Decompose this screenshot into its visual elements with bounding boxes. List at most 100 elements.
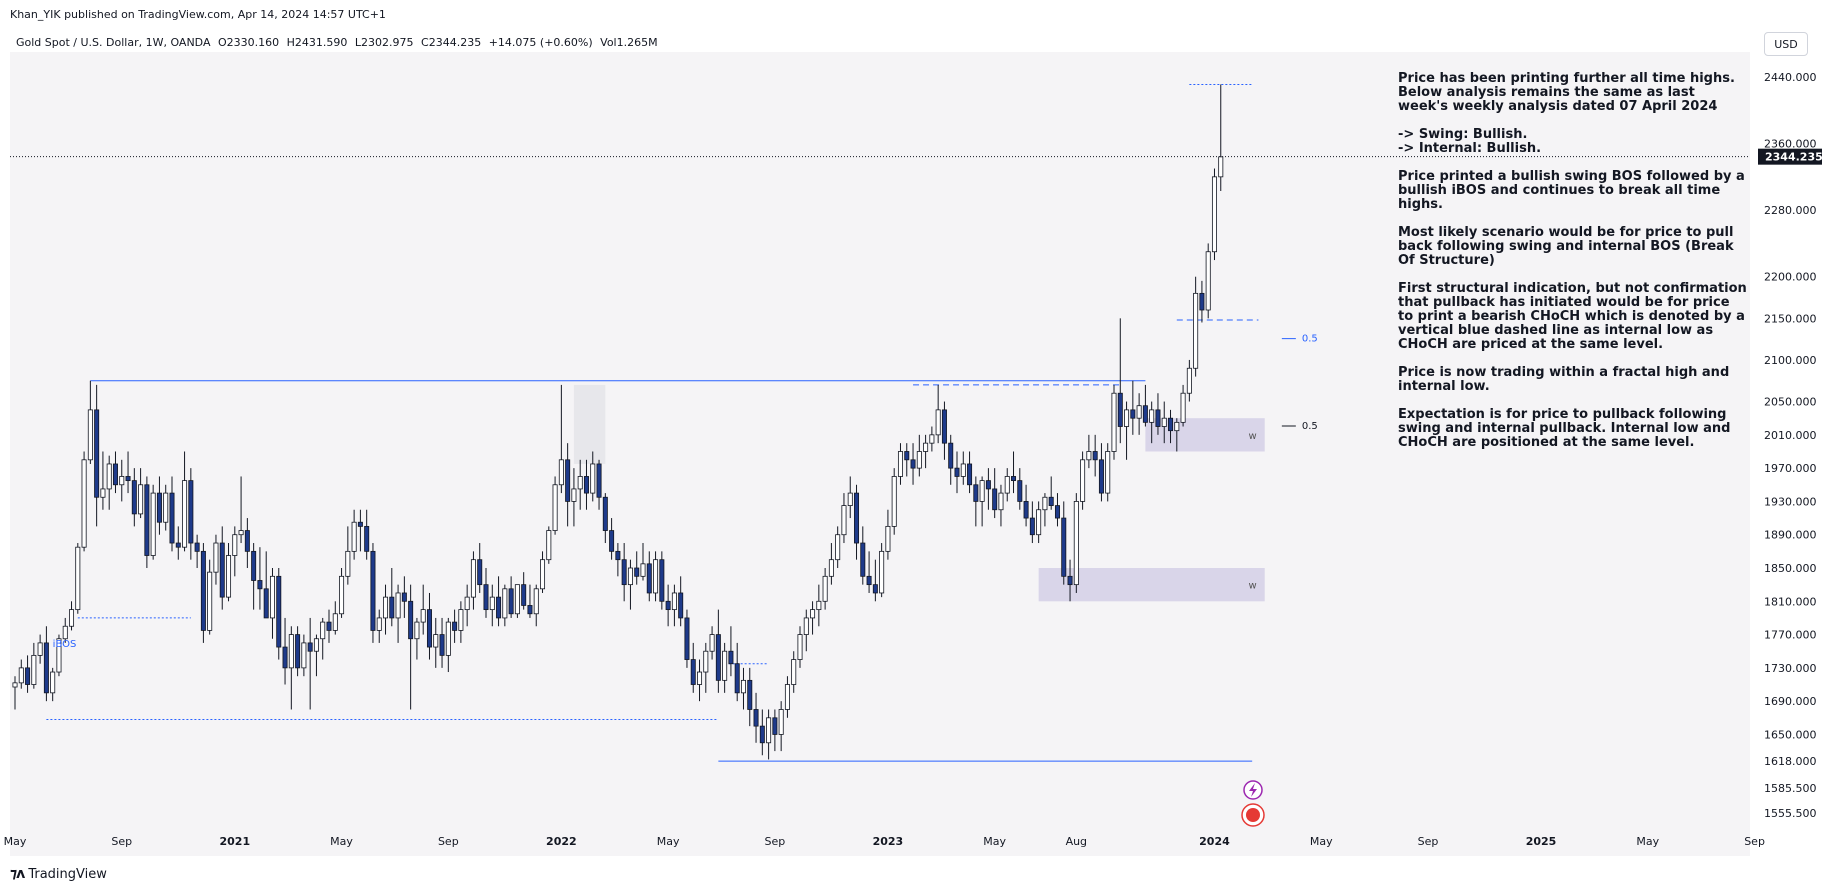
candle-body[interactable]: [458, 609, 464, 631]
candle-body[interactable]: [910, 459, 916, 469]
candle-body[interactable]: [571, 488, 577, 502]
candle-body[interactable]: [439, 634, 445, 656]
candle-body[interactable]: [131, 480, 137, 515]
candle-body[interactable]: [941, 409, 947, 444]
candle-body[interactable]: [766, 717, 772, 744]
candle-body[interactable]: [288, 634, 294, 669]
candle-body[interactable]: [307, 642, 313, 652]
candle-body[interactable]: [1199, 292, 1205, 311]
candle-body[interactable]: [420, 609, 426, 623]
candle-body[interactable]: [87, 409, 93, 461]
candle-body[interactable]: [627, 567, 633, 586]
candle-body[interactable]: [357, 521, 363, 527]
candle-body[interactable]: [1218, 156, 1224, 178]
candle-body[interactable]: [740, 679, 746, 694]
candle-body[interactable]: [810, 609, 816, 619]
candle-body[interactable]: [426, 609, 432, 648]
candle-body[interactable]: [1036, 509, 1042, 536]
candle-body[interactable]: [709, 634, 715, 652]
candle-body[interactable]: [169, 492, 175, 544]
candle-body[interactable]: [546, 530, 552, 561]
candle-body[interactable]: [1205, 251, 1211, 311]
candle-body[interactable]: [697, 671, 703, 685]
candle-body[interactable]: [678, 592, 684, 619]
candle-body[interactable]: [602, 496, 608, 531]
candle-body[interactable]: [703, 650, 709, 673]
candle-body[interactable]: [734, 663, 740, 694]
candle-body[interactable]: [69, 609, 75, 627]
candle-body[interactable]: [885, 525, 891, 552]
candle-body[interactable]: [175, 542, 181, 548]
candle-body[interactable]: [935, 409, 941, 436]
candle-body[interactable]: [577, 476, 583, 490]
candle-body[interactable]: [1174, 421, 1180, 432]
candle-body[interactable]: [1136, 405, 1142, 419]
candle-body[interactable]: [320, 621, 326, 640]
candle-body[interactable]: [791, 659, 797, 685]
candle-body[interactable]: [646, 563, 652, 594]
candle-body[interactable]: [339, 575, 345, 615]
candle-body[interactable]: [383, 596, 389, 619]
candle-body[interactable]: [897, 451, 903, 477]
candle-body[interactable]: [144, 484, 150, 556]
candle-body[interactable]: [1080, 459, 1086, 502]
candle-body[interactable]: [282, 646, 288, 669]
candle-body[interactable]: [238, 530, 244, 536]
candle-body[interactable]: [558, 459, 564, 486]
candle-body[interactable]: [364, 525, 370, 552]
candle-body[interactable]: [244, 530, 250, 552]
candle-body[interactable]: [659, 559, 665, 602]
candle-body[interactable]: [12, 682, 18, 688]
candle-body[interactable]: [138, 484, 144, 515]
candle-body[interactable]: [916, 451, 922, 469]
candle-body[interactable]: [866, 575, 872, 586]
candle-body[interactable]: [615, 550, 621, 561]
candle-body[interactable]: [979, 480, 985, 502]
candle-body[interactable]: [1180, 392, 1186, 423]
candle-body[interactable]: [690, 659, 696, 685]
candle-body[interactable]: [188, 480, 194, 544]
candle-body[interactable]: [1111, 392, 1117, 452]
candle-body[interactable]: [759, 725, 765, 744]
candle-body[interactable]: [621, 559, 627, 586]
currency-button[interactable]: USD: [1764, 32, 1808, 56]
candle-body[interactable]: [854, 492, 860, 544]
candle-body[interactable]: [502, 588, 508, 619]
candle-body[interactable]: [590, 463, 596, 494]
candle-body[interactable]: [301, 642, 307, 669]
candle-body[interactable]: [992, 488, 998, 511]
candle-body[interactable]: [219, 542, 225, 598]
candle-body[interactable]: [1161, 417, 1167, 427]
candle-body[interactable]: [671, 592, 677, 611]
candle-body[interactable]: [433, 634, 439, 648]
candle-body[interactable]: [904, 451, 910, 461]
candle-body[interactable]: [25, 667, 31, 685]
candle-body[interactable]: [62, 625, 68, 640]
candle-body[interactable]: [1211, 176, 1217, 253]
candle-body[interactable]: [1193, 292, 1199, 369]
candle-body[interactable]: [514, 584, 520, 615]
candle-body[interactable]: [835, 534, 841, 561]
candle-body[interactable]: [1130, 409, 1136, 419]
candle-body[interactable]: [50, 671, 56, 694]
candle-body[interactable]: [43, 642, 49, 694]
candle-body[interactable]: [728, 650, 734, 665]
candle-body[interactable]: [1186, 367, 1192, 394]
candle-body[interactable]: [1117, 392, 1123, 427]
candle-body[interactable]: [213, 542, 219, 573]
candle-body[interactable]: [753, 709, 759, 727]
candle-body[interactable]: [1105, 451, 1111, 494]
candle-body[interactable]: [967, 463, 973, 486]
candle-body[interactable]: [31, 654, 37, 685]
symbol-name[interactable]: Gold Spot / U.S. Dollar, 1W, OANDA: [16, 36, 211, 49]
candle-body[interactable]: [75, 546, 81, 611]
candle-body[interactable]: [684, 617, 690, 660]
candle-body[interactable]: [527, 605, 533, 615]
candle-body[interactable]: [747, 679, 753, 710]
candle-body[interactable]: [106, 463, 112, 490]
candle-body[interactable]: [1124, 409, 1130, 427]
candle-body[interactable]: [609, 530, 615, 552]
candle-body[interactable]: [540, 559, 546, 590]
candle-body[interactable]: [483, 584, 489, 611]
candle-body[interactable]: [640, 563, 646, 577]
